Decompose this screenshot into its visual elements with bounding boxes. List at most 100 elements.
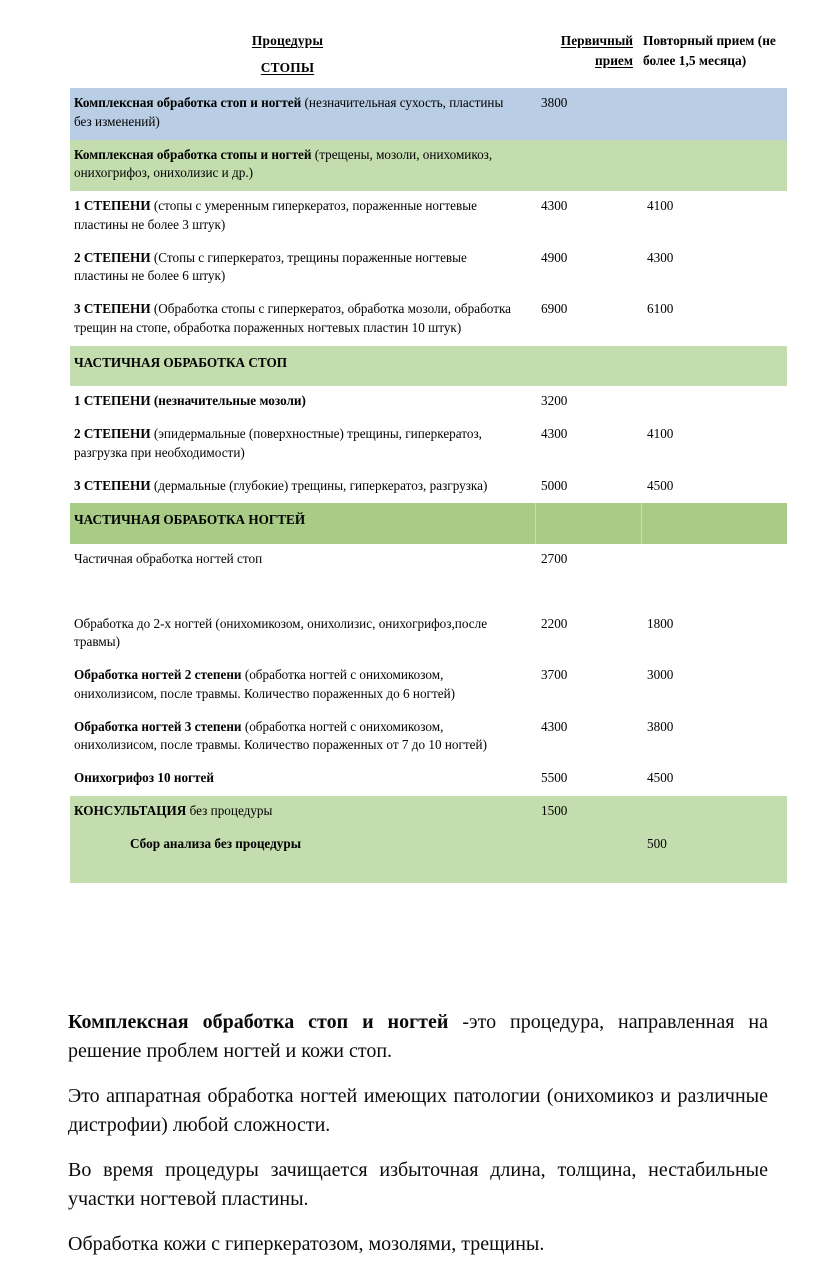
procedure-description: (обработка ногтей с онихомикозом, онихол…	[74, 667, 456, 701]
table-row: Обработка ногтей 2 степени (обработка но…	[70, 660, 787, 712]
table-row: 1 СТЕПЕНИ (незначительные мозоли) 3200	[70, 386, 787, 420]
cell-procedure: Обработка до 2-х ногтей (онихомикозом, о…	[70, 608, 535, 661]
procedure-description: Обработка до 2-х ногтей (онихомикозом, о…	[74, 615, 488, 650]
description-paragraph-2: Это аппаратная обработка ногтей имеющих …	[68, 1085, 768, 1136]
cell-price-repeat-visit: 4500	[641, 763, 787, 796]
cell-procedure: Комплексная обработка стоп и ногтей (нез…	[70, 88, 535, 140]
cell-price-first-visit: 4300	[535, 711, 641, 764]
column-header-procedures-line2: СТОПЫ	[260, 60, 315, 76]
cell-procedure: 1 СТЕПЕНИ (стопы с умеренным гиперкерато…	[70, 191, 535, 243]
cell-procedure: Сбор анализа без процедуры	[70, 828, 535, 884]
description-section: Комплексная обработка стоп и ногтей -это…	[68, 1008, 768, 1259]
table-row: Обработка до 2-х ногтей (онихомикозом, о…	[70, 608, 787, 661]
cell-price-repeat-visit: 4300	[641, 242, 787, 295]
procedure-description: (эпидермальные (поверхностные) трещины, …	[74, 426, 482, 460]
table-row: Обработка ногтей 3 степени (обработка но…	[70, 711, 787, 764]
cell-price-first-visit	[535, 139, 641, 192]
procedure-description: (дермальные (глубокие) трещины, гиперкер…	[150, 477, 488, 493]
cell-price-repeat-visit: 4100	[641, 191, 787, 243]
table-row: КОНСУЛЬТАЦИЯ без процедуры 1500	[70, 795, 787, 829]
table-row: Онихогрифоз 10 ногтей 5500 4500	[70, 763, 787, 796]
cell-procedure: 2 СТЕПЕНИ (Стопы с гиперкератоз, трещины…	[70, 242, 535, 295]
procedure-description: Частичная обработка ногтей стоп	[74, 550, 263, 566]
cell-price-first-visit: 2200	[535, 608, 641, 661]
cell-procedure: 3 СТЕПЕНИ (Обработка стопы с гиперкерато…	[70, 294, 535, 346]
cell-price-repeat-visit	[641, 543, 787, 609]
cell-price-first-visit: 6900	[535, 294, 641, 346]
procedure-description: (стопы с умеренным гиперкератоз, поражен…	[74, 198, 477, 232]
procedure-name: Обработка ногтей 2 степени	[74, 667, 242, 683]
cell-price-repeat-visit: 3800	[641, 711, 787, 764]
procedure-description: (обработка ногтей с онихомикозом, онихол…	[74, 718, 487, 753]
cell-price-repeat-visit	[641, 795, 787, 829]
procedure-name: 2 СТЕПЕНИ	[74, 426, 151, 442]
cell-procedure: Комплексная обработка стопы и ногтей (тр…	[70, 139, 535, 192]
cell-price-first-visit: 1500	[535, 795, 641, 829]
table-row: Комплексная обработка стоп и ногтей (нез…	[70, 88, 787, 140]
cell-price-repeat-visit: 4100	[641, 419, 787, 471]
table-row: 3 СТЕПЕНИ (дермальные (глубокие) трещины…	[70, 470, 787, 504]
procedure-description: (трещены, мозоли, онихомикоз, онихогрифо…	[74, 146, 493, 181]
table-row: Сбор анализа без процедуры 500	[70, 828, 787, 884]
cell-procedure: Обработка ногтей 3 степени (обработка но…	[70, 711, 535, 764]
procedure-name: Онихогрифоз 10 ногтей	[74, 770, 214, 786]
procedure-description: без процедуры	[186, 802, 273, 818]
procedure-name: Комплексная обработка стоп и ногтей	[74, 95, 302, 111]
procedure-description: (Стопы с гиперкератоз, трещины пораженны…	[74, 249, 467, 284]
cell-procedure: Обработка ногтей 2 степени (обработка но…	[70, 660, 535, 712]
cell-procedure: ЧАСТИЧНАЯ ОБРАБОТКА СТОП	[70, 345, 535, 387]
cell-price-first-visit: 4300	[535, 419, 641, 471]
cell-procedure: Частичная обработка ногтей стоп	[70, 543, 535, 609]
procedure-name: Комплексная обработка стопы и ногтей	[74, 146, 312, 162]
table-row: 1 СТЕПЕНИ (стопы с умеренным гиперкерато…	[70, 191, 787, 243]
table-row: 3 СТЕПЕНИ (Обработка стопы с гиперкерато…	[70, 294, 787, 346]
procedure-name: 3 СТЕПЕНИ	[74, 477, 151, 493]
cell-procedure: 2 СТЕПЕНИ (эпидермальные (поверхностные)…	[70, 419, 535, 471]
cell-price-repeat-visit: 1800	[641, 608, 787, 661]
cell-price-repeat-visit: 4500	[641, 470, 787, 504]
cell-price-first-visit	[535, 828, 641, 884]
cell-procedure: Онихогрифоз 10 ногтей	[70, 763, 535, 796]
procedure-name: ЧАСТИЧНАЯ ОБРАБОТКА СТОП	[74, 354, 287, 370]
procedure-name: Сбор анализа без процедуры	[130, 835, 301, 851]
cell-price-first-visit: 2700	[535, 543, 641, 609]
column-header-procedures-line1: Процедуры	[251, 33, 324, 48]
cell-price-first-visit	[535, 503, 641, 544]
description-lead-term: Комплексная обработка стоп и ногтей	[68, 1011, 449, 1033]
cell-price-first-visit: 5500	[535, 763, 641, 796]
cell-procedure: КОНСУЛЬТАЦИЯ без процедуры	[70, 795, 535, 829]
cell-price-repeat-visit	[641, 503, 787, 544]
cell-price-repeat-visit: 6100	[641, 294, 787, 346]
cell-price-repeat-visit	[641, 139, 787, 192]
cell-price-first-visit	[535, 345, 641, 387]
column-header-repeat-visit: Повторный прием (не более 1,5 месяца)	[641, 28, 787, 89]
cell-price-first-visit: 4900	[535, 242, 641, 295]
procedure-name: ЧАСТИЧНАЯ ОБРАБОТКА НОГТЕЙ	[74, 512, 306, 528]
procedure-name: КОНСУЛЬТАЦИЯ	[74, 802, 187, 818]
cell-price-first-visit: 4300	[535, 191, 641, 243]
procedure-description: (незначительная сухость, пластины без из…	[74, 95, 504, 129]
column-header-procedures: Процедуры СТОПЫ	[70, 28, 535, 89]
procedure-name: Обработка ногтей 3 степени	[74, 718, 242, 734]
cell-price-repeat-visit	[641, 88, 787, 140]
procedure-name: 1 СТЕПЕНИ (незначительные мозоли)	[74, 393, 306, 409]
table-section-row: ЧАСТИЧНАЯ ОБРАБОТКА СТОП	[70, 345, 787, 387]
procedure-name: 2 СТЕПЕНИ	[74, 249, 151, 265]
cell-procedure: 1 СТЕПЕНИ (незначительные мозоли)	[70, 386, 535, 420]
price-table: Процедуры СТОПЫ Первичный прием Повторны…	[70, 28, 787, 884]
table-section-row: ЧАСТИЧНАЯ ОБРАБОТКА НОГТЕЙ	[70, 503, 787, 544]
description-paragraph-3: Во время процедуры зачищается избыточная…	[68, 1159, 768, 1210]
price-table-body: Комплексная обработка стоп и ногтей (нез…	[70, 88, 787, 884]
cell-price-first-visit: 3700	[535, 660, 641, 712]
cell-price-repeat-visit: 500	[641, 828, 787, 884]
procedure-description: (Обработка стопы с гиперкератоз, обработ…	[74, 301, 512, 335]
description-paragraph-1: Комплексная обработка стоп и ногтей -это…	[68, 1008, 768, 1066]
description-paragraph-1-rest: -это процедура, направленная на решение …	[68, 1011, 768, 1062]
table-row: Комплексная обработка стопы и ногтей (тр…	[70, 139, 787, 192]
column-header-first-visit: Первичный прием	[535, 28, 641, 89]
table-row: 2 СТЕПЕНИ (Стопы с гиперкератоз, трещины…	[70, 242, 787, 295]
table-row: 2 СТЕПЕНИ (эпидермальные (поверхностные)…	[70, 419, 787, 471]
cell-procedure: 3 СТЕПЕНИ (дермальные (глубокие) трещины…	[70, 470, 535, 504]
cell-price-first-visit: 3800	[535, 88, 641, 140]
